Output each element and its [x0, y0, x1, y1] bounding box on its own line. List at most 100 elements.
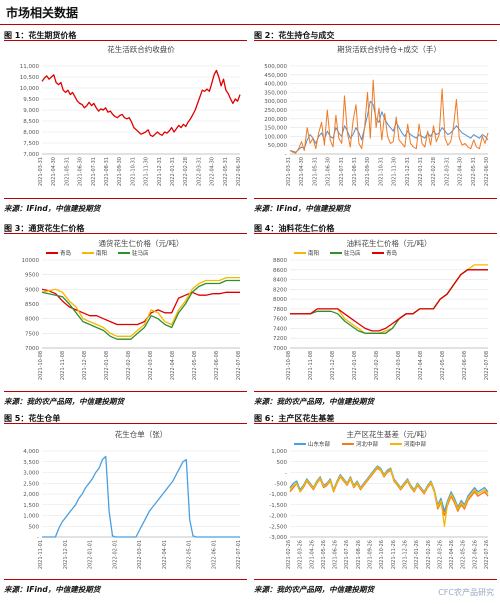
y-tick-label: - [37, 535, 39, 541]
x-tick-label: 2021-11-08 [308, 351, 314, 380]
y-tick-label: 7800 [273, 307, 287, 313]
figure-source-6: 来源：我的农产品网，中信建投期货 [254, 585, 374, 594]
x-tick-label: 2022-04-08 [170, 351, 176, 380]
x-tick-label: 2021-10-08 [286, 351, 292, 380]
x-tick-label: 2021-12-08 [330, 351, 336, 380]
x-tick-label: 2022-06-08 [214, 351, 220, 380]
y-tick-label: 7400 [273, 326, 287, 332]
x-tick-label: 2022-06-30 [484, 157, 490, 186]
x-tick-label: 2022-07-01 [236, 540, 242, 569]
x-tick-label: 2022-04-30 [210, 157, 216, 186]
y-tick-label: 2,000 [23, 492, 39, 498]
series-line-3-2 [41, 276, 240, 337]
watermark: CFC农产品研究 [438, 588, 494, 597]
svg-text:河北中部: 河北中部 [356, 440, 379, 448]
y-tick-label: 7000 [273, 346, 287, 352]
x-tick-label: 2021-02-26 [286, 540, 292, 569]
figure-rule-6 [254, 423, 497, 424]
y-tick-label: 10,000 [20, 86, 40, 92]
chart-title-3: 通货花生仁价格（元/吨） [98, 238, 183, 248]
x-tick-label: 2022-06-30 [236, 157, 242, 186]
x-tick-label: 2022-04-01 [162, 540, 168, 569]
y-tick-label: 450,000 [264, 73, 287, 79]
y-tick-label: 7500 [25, 331, 39, 337]
chart-title-1: 花生活跃合约收盘价 [107, 44, 175, 54]
y-tick-label: 1,500 [23, 503, 39, 509]
y-tick-label: 9000 [25, 287, 39, 293]
source-rule-4 [254, 391, 497, 392]
y-tick-label: 10,500 [20, 75, 40, 81]
y-tick-label: 200,000 [264, 117, 287, 123]
x-tick-label: 2022-01-01 [88, 540, 94, 569]
source-rule-5 [4, 579, 247, 580]
x-tick-label: 2022-01-08 [352, 351, 358, 380]
chart-2: 期货活跃合约持仓+成交（手） - 50,000 100,000 150,000 200,0… [264, 44, 490, 186]
svg-text:山东东部: 山东东部 [308, 440, 331, 448]
x-tick-label: 2021-05-31 [64, 157, 70, 186]
y-tick-label: 7000 [25, 346, 39, 352]
x-tick-label: 2022-01-31 [418, 157, 424, 186]
figure-source-1: 来源：IFind，中信建投期货 [4, 204, 101, 213]
x-tick-label: 2021-03-31 [286, 157, 292, 186]
svg-text:南阳: 南阳 [308, 249, 319, 257]
y-tick-label: 2,500 [23, 481, 39, 487]
x-tick-label: 2021-10-26 [379, 540, 385, 569]
x-tick-label: 2021-08-31 [352, 157, 358, 186]
x-tick-label: 2022-05-08 [440, 351, 446, 380]
y-tick-label: 1,000 [23, 514, 39, 520]
legend-item-4-2: 驻马店 [330, 249, 361, 257]
figure-label-1: 图 1：花生期货价格 [4, 31, 77, 40]
y-tick-label: - [285, 152, 287, 158]
y-tick-label: 8000 [25, 317, 39, 323]
y-tick-label: 9,000 [23, 108, 39, 114]
x-tick-label: 2022-01-31 [170, 157, 176, 186]
figure-rule-2 [254, 40, 497, 41]
x-tick-label: 2021-10-08 [38, 351, 44, 380]
x-tick-label: 2022-03-31 [196, 157, 202, 186]
x-tick-label: 2022-06-08 [462, 351, 468, 380]
x-tick-label: 2021-09-30 [365, 157, 371, 186]
x-tick-label: 2022-03-08 [396, 351, 402, 380]
y-tick-label: 11,000 [20, 64, 40, 70]
y-tick-label: -1,500 [269, 503, 287, 509]
y-tick-label: -2,000 [269, 514, 287, 520]
legend-item-3-3: 驻马店 [118, 249, 149, 257]
series-line-2-2 [289, 79, 489, 154]
x-tick-label: 2021-05-26 [321, 540, 327, 569]
x-tick-label: 2021-07-31 [91, 157, 97, 186]
x-tick-label: 2022-01-26 [414, 540, 420, 569]
y-tick-label: 8200 [273, 287, 287, 293]
x-tick-label: 2022-04-30 [458, 157, 464, 186]
x-tick-label: 2021-12-01 [63, 540, 69, 569]
x-tick-label: 2021-07-26 [344, 540, 350, 569]
y-tick-label: -3,000 [269, 535, 287, 541]
figure-label-4: 图 4：油料花生仁价格 [254, 224, 335, 233]
x-tick-label: 2021-06-30 [326, 157, 332, 186]
source-rule-6 [254, 579, 497, 580]
x-tick-label: 2022-03-26 [437, 540, 443, 569]
y-tick-label: 500 [277, 460, 288, 466]
x-tick-label: 2021-11-26 [391, 540, 397, 569]
x-tick-label: 2021-11-01 [38, 540, 44, 569]
x-tick-label: 2021-12-08 [82, 351, 88, 380]
y-tick-label: 7600 [273, 317, 287, 323]
x-tick-label: 2021-03-31 [38, 157, 44, 186]
figure-label-2: 图 2：花生持仓与成交 [254, 31, 335, 40]
figure-label-3: 图 3：通货花生仁价格 [4, 224, 85, 233]
chart-title-6: 主产区花生基差（元/吨） [346, 429, 431, 439]
chart-4: 油料花生仁价格（元/吨） 南阳 驻马店 青岛 7000 7200 7400 7600 7800 8… [273, 238, 490, 380]
legend-item-6-1: 山东东部 [294, 440, 331, 448]
y-tick-label: 8400 [273, 278, 287, 284]
x-tick-label: 2021-04-30 [299, 157, 305, 186]
page-title: 市场相关数据 [6, 6, 79, 20]
x-tick-label: 2021-04-26 [309, 540, 315, 569]
series-line-4-3 [290, 269, 488, 332]
source-rule-1 [4, 198, 247, 199]
x-tick-label: 2021-03-26 [298, 540, 304, 569]
x-tick-label: 2022-02-28 [183, 157, 189, 186]
x-tick-label: 2021-07-31 [339, 157, 345, 186]
chart-5: 花生仓单（张） - 500 1,000 1,500 2,000 2,500 3,000 3,50… [23, 429, 242, 569]
svg-text:青岛: 青岛 [60, 249, 72, 257]
title-divider [0, 24, 500, 25]
x-tick-label: 2022-03-31 [444, 157, 450, 186]
